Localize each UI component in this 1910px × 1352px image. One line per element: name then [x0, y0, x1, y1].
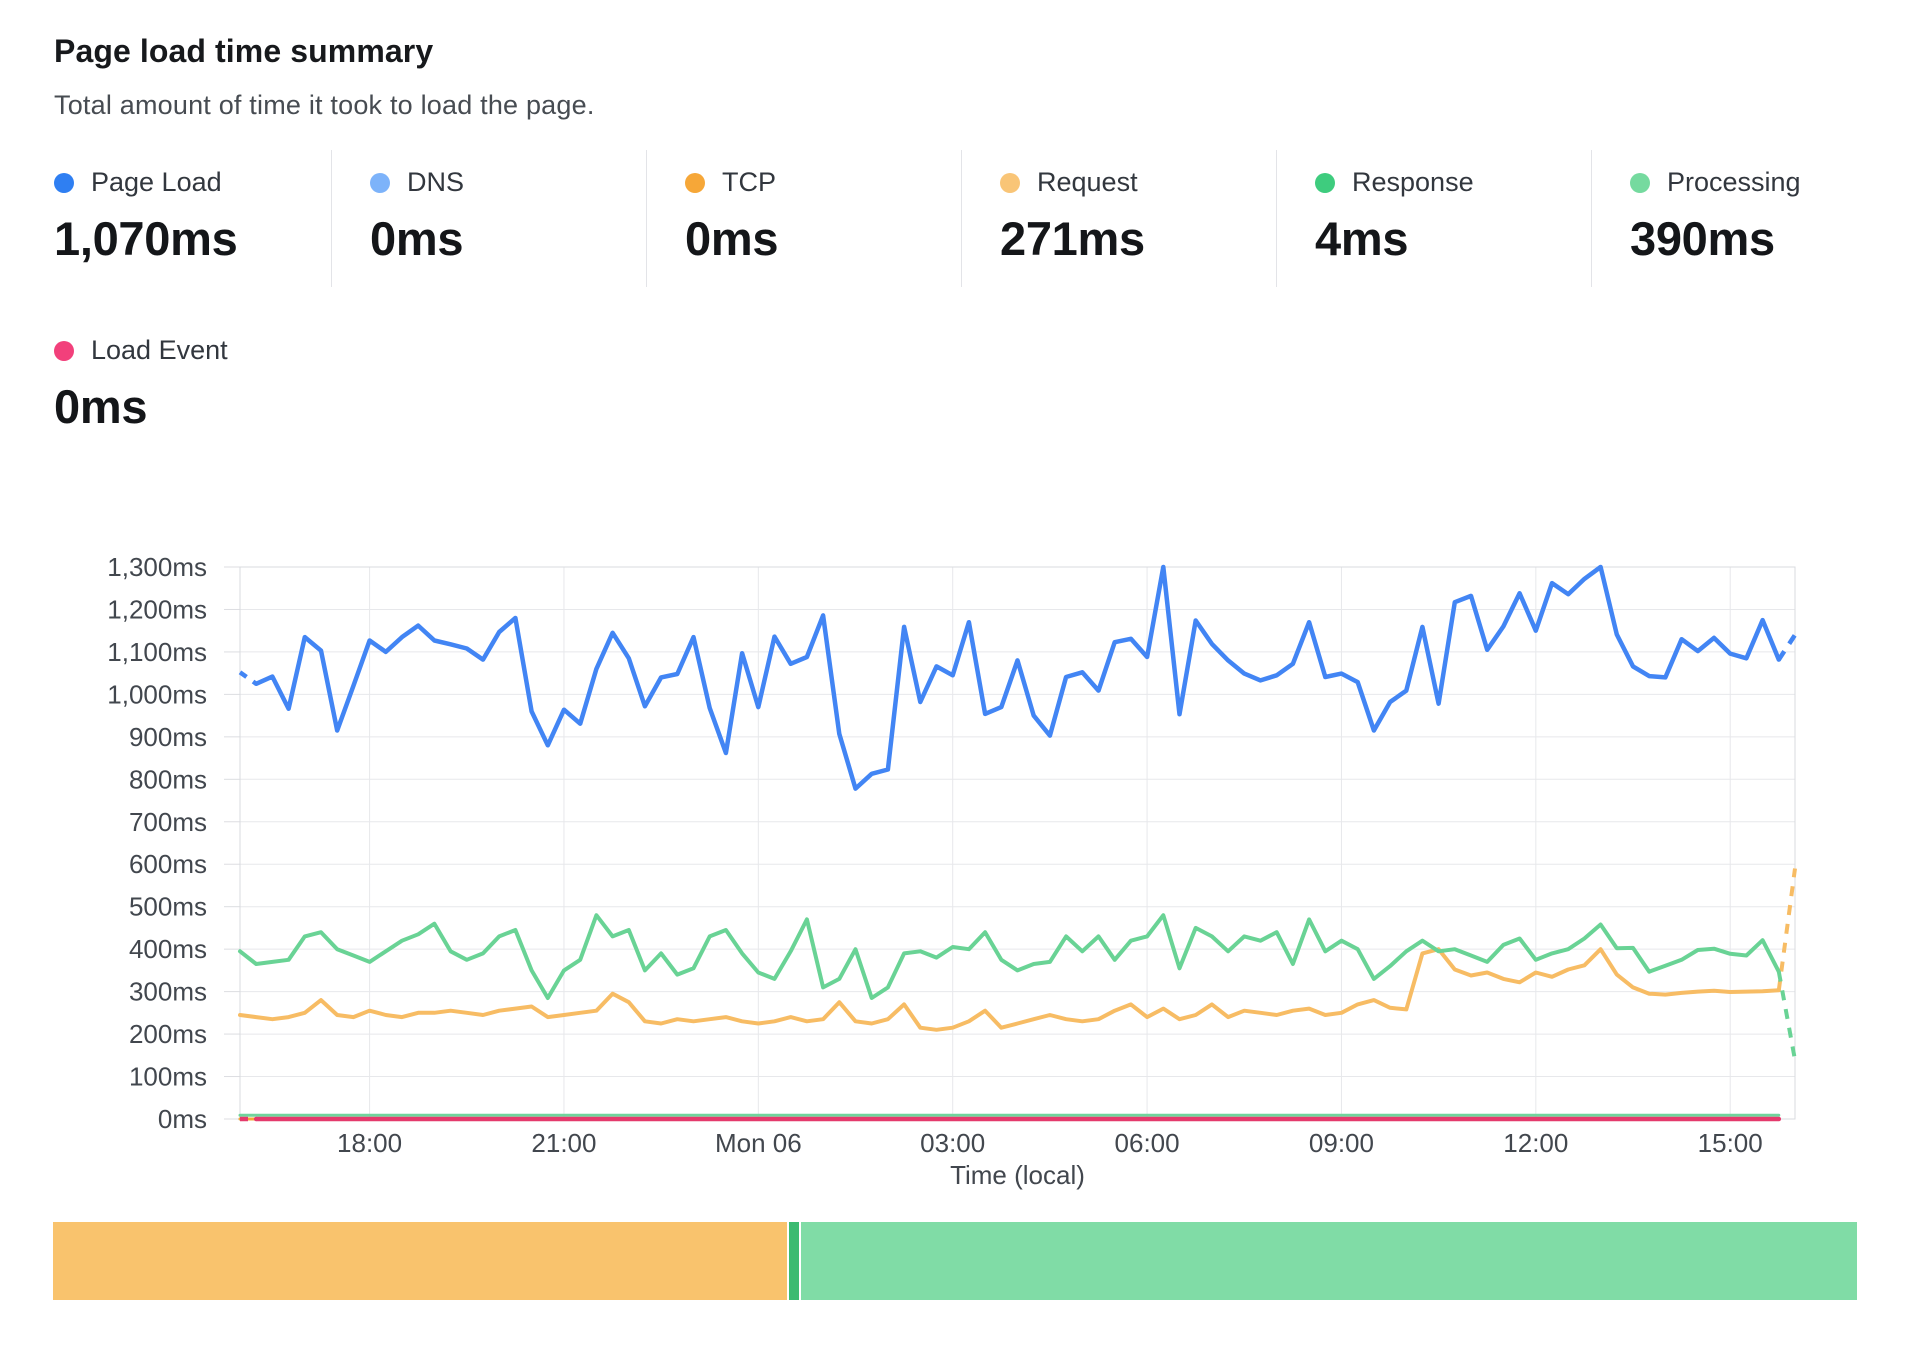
metrics-row-2: Load Event 0ms	[54, 318, 331, 455]
page-title: Page load time summary	[54, 33, 434, 69]
bar-segment-response	[788, 1222, 800, 1300]
legend-dot-tcp	[685, 172, 705, 193]
x-axis-title: Time (local)	[950, 1160, 1085, 1190]
metric-value: 0ms	[54, 380, 148, 433]
series-line-request-dashed-end	[1776, 868, 1797, 991]
x-axis-label: 09:00	[1309, 1128, 1374, 1158]
metric-request: Request 271ms	[961, 150, 1276, 287]
legend-dot-processing	[1630, 172, 1650, 193]
y-axis-label: 800ms	[129, 764, 207, 794]
bar-segment-processing	[801, 1222, 1857, 1300]
x-axis-label: 12:00	[1503, 1128, 1568, 1158]
metric-processing: Processing 390ms	[1591, 150, 1906, 287]
metric-label: TCP	[722, 167, 776, 197]
metric-dns: DNS 0ms	[331, 150, 646, 287]
x-axis-label: 03:00	[920, 1128, 985, 1158]
x-axis-label: 18:00	[337, 1128, 402, 1158]
y-axis-label: 300ms	[129, 977, 207, 1007]
x-axis-label: 15:00	[1698, 1128, 1763, 1158]
metric-value: 0ms	[685, 212, 779, 265]
load-time-chart: 0ms 100ms 200ms 300ms 400ms 500ms 600ms 700ms 80…	[107, 552, 1797, 1190]
y-axis-label: 0ms	[158, 1104, 207, 1134]
metric-label: DNS	[407, 167, 465, 197]
legend-dot-load-event	[54, 340, 74, 361]
x-axis-label: 06:00	[1115, 1128, 1180, 1158]
y-axis-label: 200ms	[129, 1019, 207, 1049]
plot-border	[239, 566, 1796, 1120]
series-line-page-load-dashed-end	[1776, 633, 1797, 661]
series-line-processing-dashed-end	[1776, 971, 1797, 1061]
series-line-processing	[238, 913, 1781, 1000]
series-line-page-load-dashed-start	[238, 670, 258, 686]
x-axis-label: Mon 06	[715, 1128, 802, 1158]
y-axis-label: 700ms	[129, 807, 207, 837]
y-axis-label: 1,100ms	[107, 637, 207, 667]
legend-dot-request	[1000, 172, 1020, 193]
legend-dot-page-load	[54, 172, 74, 193]
legend-dot-response	[1315, 172, 1335, 193]
x-axis-label: 21:00	[531, 1128, 596, 1158]
series-line-page-load	[253, 564, 1782, 791]
metric-label: Request	[1037, 167, 1138, 197]
legend-dot-dns	[370, 172, 390, 193]
bar-segment-request	[53, 1222, 787, 1300]
metric-value: 390ms	[1630, 212, 1775, 265]
metric-tcp: TCP 0ms	[646, 150, 961, 287]
metric-label: Load Event	[91, 335, 228, 365]
metric-load-event: Load Event 0ms	[54, 318, 331, 455]
page-subtitle: Total amount of time it took to load the…	[54, 90, 595, 120]
metric-label: Processing	[1667, 167, 1801, 197]
metric-response: Response 4ms	[1276, 150, 1591, 287]
metrics-row: Page Load 1,070ms DNS 0ms TCP 0ms Request 271ms…	[54, 150, 1906, 287]
load-breakdown-bar	[53, 1222, 1857, 1300]
y-axis-label: 600ms	[129, 849, 207, 879]
y-axis-label: 500ms	[129, 892, 207, 922]
metric-label: Page Load	[91, 167, 222, 197]
y-axis-label: 900ms	[129, 722, 207, 752]
metric-value: 0ms	[370, 212, 464, 265]
y-axis-label: 1,300ms	[107, 552, 207, 582]
y-axis-label: 1,200ms	[107, 594, 207, 624]
y-axis-label: 1,000ms	[107, 679, 207, 709]
y-axis-label: 400ms	[129, 934, 207, 964]
metric-value: 1,070ms	[54, 212, 238, 265]
y-axis-label: 100ms	[129, 1062, 207, 1092]
metric-value: 4ms	[1315, 212, 1409, 265]
metric-label: Response	[1352, 167, 1474, 197]
metric-value: 271ms	[1000, 212, 1145, 265]
series-line-request	[238, 947, 1781, 1032]
metric-page-load: Page Load 1,070ms	[54, 150, 331, 287]
